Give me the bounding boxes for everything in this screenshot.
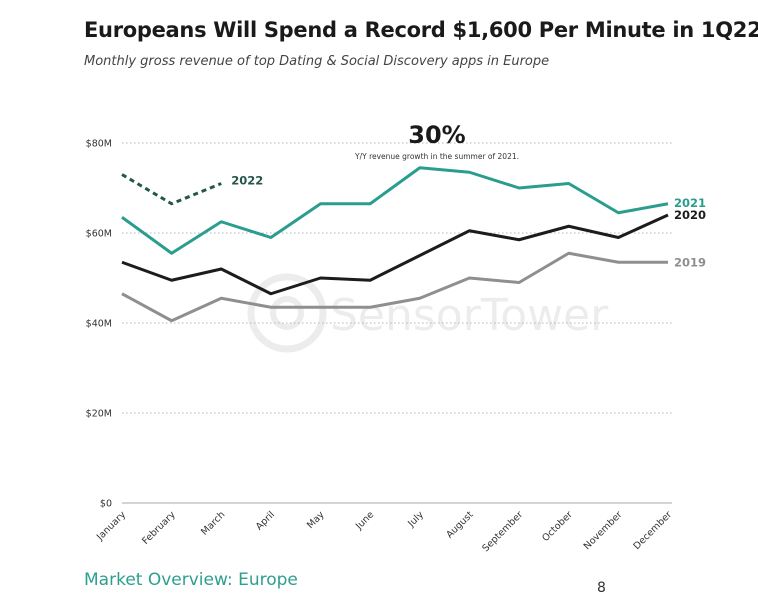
x-tick-label: November <box>582 509 625 552</box>
page-number: 8 <box>597 580 606 596</box>
series-label-2019: 2019 <box>674 255 706 269</box>
chart-title: Europeans Will Spend a Record $1,600 Per… <box>84 18 758 42</box>
annotation-value: 30% <box>408 121 465 149</box>
x-tick-label: August <box>444 509 475 540</box>
series-line-2021 <box>121 166 669 255</box>
x-tick-label: May <box>305 509 327 531</box>
y-tick-label: $40M <box>86 319 112 330</box>
x-tick-label: December <box>632 509 675 552</box>
x-tick-label: October <box>540 509 575 544</box>
series-line-2019 <box>121 251 668 323</box>
y-tick-label: $0 <box>100 499 112 510</box>
x-tick-label: July <box>405 509 426 530</box>
series-line-2020 <box>121 213 669 296</box>
x-tick-label: September <box>480 509 525 554</box>
x-tick-label: January <box>94 509 128 543</box>
y-tick-label: $80M <box>86 139 112 150</box>
x-tick-label: April <box>254 509 277 532</box>
y-tick-label: $60M <box>86 229 112 240</box>
x-tick-label: February <box>140 509 178 547</box>
chart-subtitle: Monthly gross revenue of top Dating & So… <box>84 54 550 69</box>
x-tick-label: March <box>199 509 227 537</box>
svg-text:SensorTower: SensorTower <box>330 290 609 341</box>
y-tick-label: $20M <box>86 409 112 420</box>
series-label-2021: 2021 <box>674 196 706 210</box>
footer-section: Market Overview: Europe <box>84 570 298 590</box>
series-line-2022 <box>121 173 222 206</box>
annotation-text: Y/Y revenue growth in the summer of 2021… <box>354 152 519 161</box>
series-label-2020: 2020 <box>674 208 706 222</box>
series-label-2022: 2022 <box>231 174 263 188</box>
x-tick-label: June <box>353 509 376 532</box>
sensortower-watermark: SensorTower <box>247 273 609 353</box>
